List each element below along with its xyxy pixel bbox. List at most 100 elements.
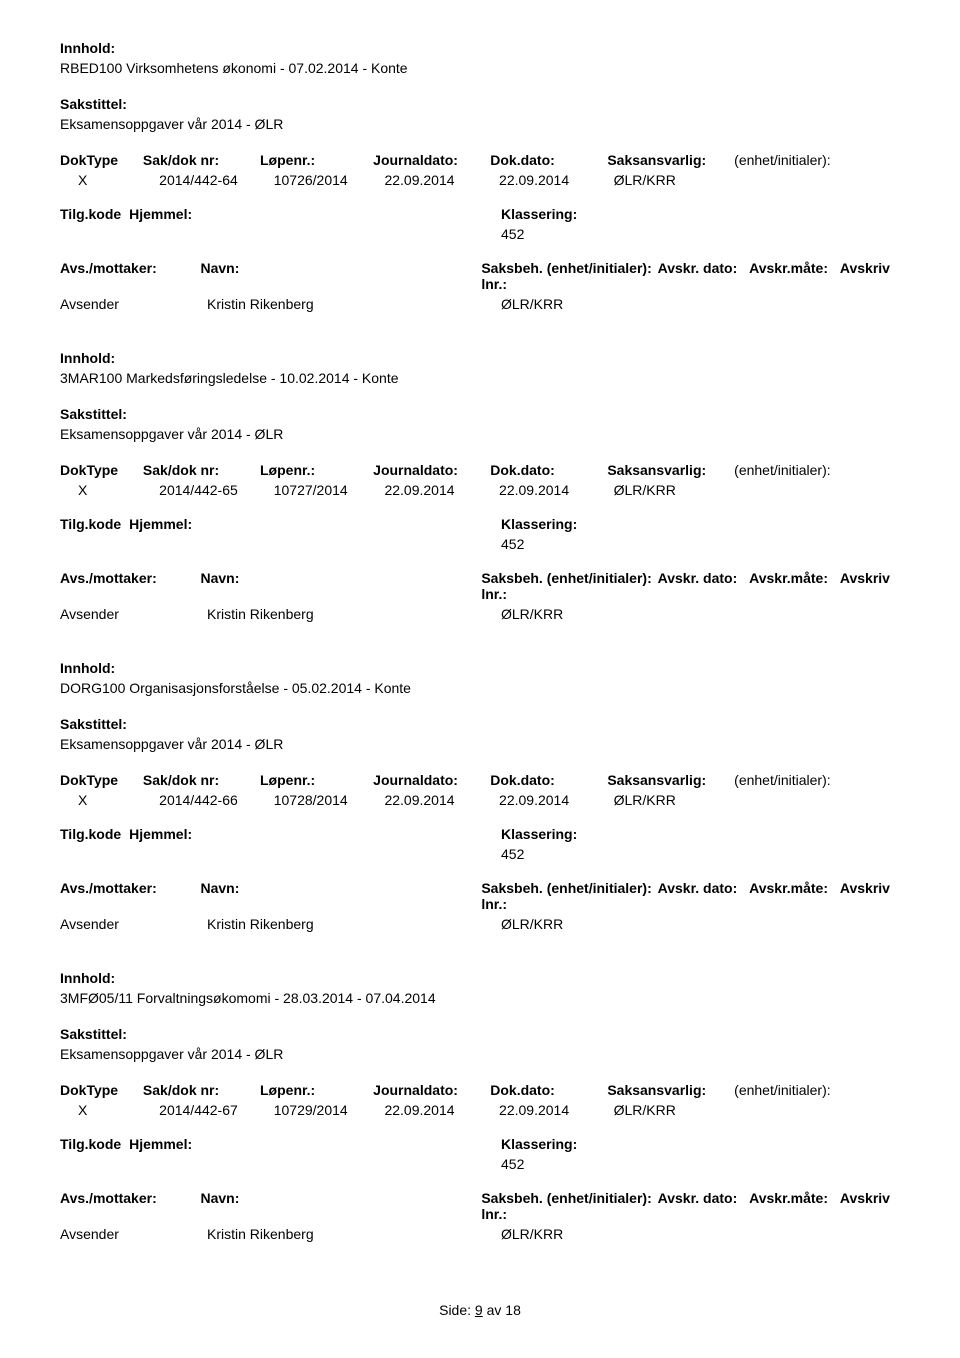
journaldato-value: 22.09.2014 xyxy=(384,792,499,808)
hjemmel-label: Hjemmel: xyxy=(129,516,192,532)
doktype-label: DokType xyxy=(60,462,143,478)
avsmottaker-label: Avs./mottaker: xyxy=(60,880,200,912)
tilgkode-label: Tilg.kode xyxy=(60,826,121,842)
innhold-value: RBED100 Virksomhetens økonomi - 07.02.20… xyxy=(60,60,900,76)
data-row: X 2014/442-64 10726/2014 22.09.2014 22.0… xyxy=(60,172,900,188)
tilgkode-row: Tilg.kode Hjemmel: Klassering: xyxy=(60,826,900,842)
saksbeh-label: Saksbeh. xyxy=(481,570,542,586)
sakstittel-value: Eksamensoppgaver vår 2014 - ØLR xyxy=(60,116,900,132)
saksansvarlig-value: ØLR/KRR xyxy=(614,1102,738,1118)
saksbeh-label: Saksbeh. xyxy=(481,260,542,276)
enhet-label: (enhet/initialer): xyxy=(734,152,900,168)
journaldato-label: Journaldato: xyxy=(373,152,490,168)
dokdato-label: Dok.dato: xyxy=(490,462,607,478)
tilgkode-row: Tilg.kode Hjemmel: Klassering: xyxy=(60,516,900,532)
saksbeh-kode: ØLR/KRR xyxy=(501,916,563,932)
sakdok-label: Sak/dok nr: xyxy=(143,152,260,168)
data-row: X 2014/442-65 10727/2014 22.09.2014 22.0… xyxy=(60,482,900,498)
innhold-label: Innhold: xyxy=(60,40,900,56)
header-row: DokType Sak/dok nr: Løpenr.: Journaldato… xyxy=(60,152,900,168)
enhet-value xyxy=(738,1102,900,1118)
journaldato-value: 22.09.2014 xyxy=(384,1102,499,1118)
saksansvarlig-value: ØLR/KRR xyxy=(614,792,738,808)
saksbeh-enhet-label: (enhet/initialer): xyxy=(547,880,652,896)
dokdato-value: 22.09.2014 xyxy=(499,1102,614,1118)
doktype-label: DokType xyxy=(60,152,143,168)
av-label: av xyxy=(487,1302,502,1318)
dokdato-label: Dok.dato: xyxy=(490,772,607,788)
sakstittel-label: Sakstittel: xyxy=(60,96,900,112)
saksbeh-label: Saksbeh. xyxy=(481,880,542,896)
sakstittel-label: Sakstittel: xyxy=(60,716,900,732)
header-row: DokType Sak/dok nr: Løpenr.: Journaldato… xyxy=(60,1082,900,1098)
saksansvarlig-label: Saksansvarlig: xyxy=(607,152,734,168)
avsmottaker-row: Avs./mottaker: Navn: Saksbeh. (enhet/ini… xyxy=(60,880,900,912)
header-row: DokType Sak/dok nr: Løpenr.: Journaldato… xyxy=(60,462,900,478)
enhet-label: (enhet/initialer): xyxy=(734,772,900,788)
journaldato-label: Journaldato: xyxy=(373,1082,490,1098)
tilgkode-label: Tilg.kode xyxy=(60,516,121,532)
tilgkode-label: Tilg.kode xyxy=(60,206,121,222)
avsmottaker-row: Avs./mottaker: Navn: Saksbeh. (enhet/ini… xyxy=(60,570,900,602)
avsender-navn: Kristin Rikenberg xyxy=(207,916,501,932)
page-total: 18 xyxy=(505,1302,521,1318)
avskr-dato-label: Avskr. dato: xyxy=(658,1190,738,1206)
lopenr-value: 10726/2014 xyxy=(274,172,385,188)
enhet-value xyxy=(738,482,900,498)
lopenr-label: Løpenr.: xyxy=(260,152,373,168)
sakstittel-label: Sakstittel: xyxy=(60,406,900,422)
avsender-row: Avsender Kristin Rikenberg ØLR/KRR xyxy=(60,606,900,622)
sakdok-label: Sak/dok nr: xyxy=(143,772,260,788)
saksbeh-enhet-label: (enhet/initialer): xyxy=(547,260,652,276)
enhet-value xyxy=(738,172,900,188)
journal-record: Innhold: 3MFØ05/11 Forvaltningsøkomomi -… xyxy=(60,970,900,1242)
avsender-label: Avsender xyxy=(60,1226,207,1242)
avsender-navn: Kristin Rikenberg xyxy=(207,606,501,622)
lopenr-label: Løpenr.: xyxy=(260,772,373,788)
saksbeh-enhet-label: (enhet/initialer): xyxy=(547,570,652,586)
saksansvarlig-label: Saksansvarlig: xyxy=(607,772,734,788)
klassering-label: Klassering: xyxy=(501,1136,577,1152)
enhet-label: (enhet/initialer): xyxy=(734,462,900,478)
avsmottaker-label: Avs./mottaker: xyxy=(60,1190,200,1222)
avsender-label: Avsender xyxy=(60,606,207,622)
navn-label: Navn: xyxy=(200,1190,481,1222)
klassering-value: 452 xyxy=(501,226,900,242)
saksbeh-label: Saksbeh. xyxy=(481,1190,542,1206)
avsmottaker-row: Avs./mottaker: Navn: Saksbeh. (enhet/ini… xyxy=(60,260,900,292)
hjemmel-label: Hjemmel: xyxy=(129,206,192,222)
saksansvarlig-value: ØLR/KRR xyxy=(614,172,738,188)
sakstittel-value: Eksamensoppgaver vår 2014 - ØLR xyxy=(60,1046,900,1062)
lopenr-label: Løpenr.: xyxy=(260,1082,373,1098)
doktype-value: X xyxy=(60,1102,159,1118)
doktype-label: DokType xyxy=(60,772,143,788)
saksbeh-kode: ØLR/KRR xyxy=(501,606,563,622)
enhet-value xyxy=(738,792,900,808)
klassering-value: 452 xyxy=(501,846,900,862)
avsender-label: Avsender xyxy=(60,916,207,932)
saksbeh-enhet-label: (enhet/initialer): xyxy=(547,1190,652,1206)
hjemmel-label: Hjemmel: xyxy=(129,1136,192,1152)
klassering-label: Klassering: xyxy=(501,516,577,532)
sakstittel-label: Sakstittel: xyxy=(60,1026,900,1042)
klassering-value: 452 xyxy=(501,1156,900,1172)
avskr-dato-label: Avskr. dato: xyxy=(658,880,738,896)
journaldato-value: 22.09.2014 xyxy=(384,172,499,188)
avskr-mate-label: Avskr.måte: xyxy=(749,260,828,276)
lopenr-value: 10727/2014 xyxy=(274,482,385,498)
avskr-dato-label: Avskr. dato: xyxy=(658,570,738,586)
innhold-label: Innhold: xyxy=(60,350,900,366)
data-row: X 2014/442-66 10728/2014 22.09.2014 22.0… xyxy=(60,792,900,808)
journal-record: Innhold: DORG100 Organisasjonsforståelse… xyxy=(60,660,900,932)
klassering-label: Klassering: xyxy=(501,826,577,842)
innhold-value: 3MFØ05/11 Forvaltningsøkomomi - 28.03.20… xyxy=(60,990,900,1006)
klassering-label: Klassering: xyxy=(501,206,577,222)
lopenr-value: 10728/2014 xyxy=(274,792,385,808)
avskr-mate-label: Avskr.måte: xyxy=(749,1190,828,1206)
avsender-row: Avsender Kristin Rikenberg ØLR/KRR xyxy=(60,1226,900,1242)
enhet-label: (enhet/initialer): xyxy=(734,1082,900,1098)
sakdok-value: 2014/442-65 xyxy=(159,482,274,498)
saksansvarlig-label: Saksansvarlig: xyxy=(607,462,734,478)
saksansvarlig-value: ØLR/KRR xyxy=(614,482,738,498)
avsender-label: Avsender xyxy=(60,296,207,312)
